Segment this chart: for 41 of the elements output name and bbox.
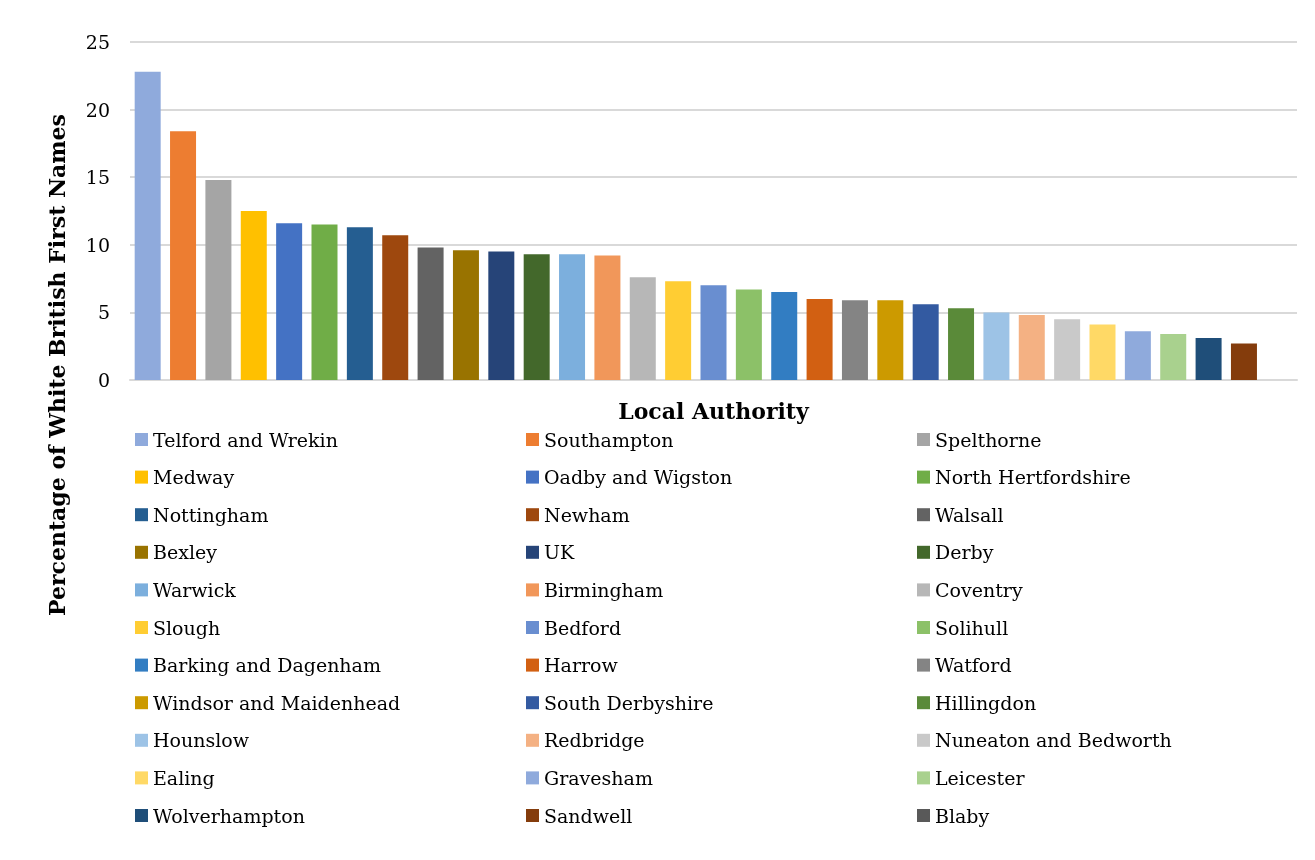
legend-label: Wolverhampton: [153, 804, 305, 827]
legend-label: Leicester: [935, 766, 1026, 789]
legend-label: Nottingham: [153, 503, 269, 526]
y-axis-title: Percentage of White British First Names: [44, 114, 70, 616]
legend-label: Walsall: [935, 503, 1004, 526]
legend-label: Bedford: [544, 616, 622, 639]
legend-label: Medway: [153, 466, 235, 489]
x-axis-title: Local Authority: [618, 398, 811, 424]
legend-label: North Hertfordshire: [935, 466, 1131, 489]
legend-label: South Derbyshire: [544, 691, 714, 714]
legend-label: Warwick: [153, 578, 237, 601]
y-tick-label: 20: [85, 98, 110, 121]
legend-label: Hounslow: [153, 729, 250, 752]
legend-label: Bexley: [153, 541, 218, 564]
legend-label: Hillingdon: [935, 691, 1037, 714]
legend-label: Newham: [544, 503, 630, 526]
legend-label: Windsor and Maidenhead: [153, 691, 401, 714]
legend-label: Birmingham: [544, 578, 664, 601]
legend-label: Telford and Wrekin: [153, 428, 338, 451]
y-tick-label: 5: [97, 301, 110, 324]
legend-label: Coventry: [935, 578, 1023, 601]
legend-label: Ealing: [153, 766, 215, 789]
y-tick-label: 0: [97, 369, 110, 391]
legend-label: Redbridge: [544, 729, 645, 752]
y-tick-label: 15: [85, 166, 110, 189]
y-tick-label: 25: [85, 31, 110, 53]
legend-label: Nuneaton and Bedworth: [935, 729, 1172, 752]
legend-label: Slough: [153, 616, 221, 639]
legend-label: Blaby: [935, 804, 990, 827]
legend-label: Solihull: [935, 616, 1009, 639]
legend-label: Gravesham: [544, 766, 653, 789]
legend-label: Harrow: [544, 654, 619, 677]
y-tick-label: 10: [85, 233, 110, 256]
legend-label: UK: [544, 541, 576, 564]
legend-label: Oadby and Wigston: [544, 466, 733, 489]
legend-label: Southampton: [544, 428, 674, 451]
legend-label: Barking and Dagenham: [153, 654, 381, 677]
legend-label: Spelthorne: [935, 428, 1042, 451]
legend-label: Watford: [935, 654, 1012, 677]
legend-label: Sandwell: [544, 804, 633, 827]
legend-label: Derby: [935, 541, 994, 564]
